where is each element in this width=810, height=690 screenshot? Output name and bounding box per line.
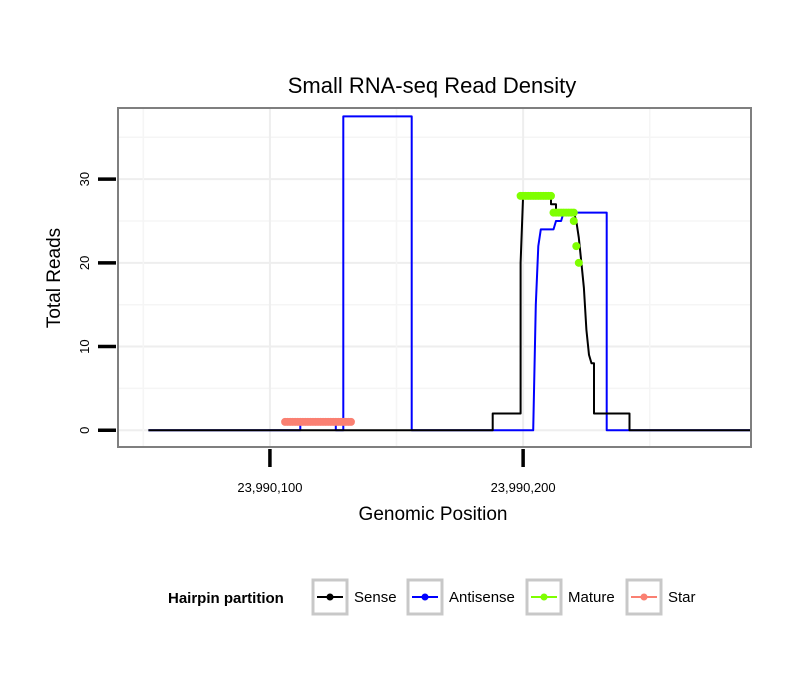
legend-label-mature: Mature	[568, 589, 615, 606]
legend-key-point	[326, 593, 334, 601]
y-tick-label: 30	[77, 172, 92, 186]
data-point-mature	[546, 191, 555, 200]
data-point-star	[346, 417, 355, 426]
data-point-mature	[572, 242, 581, 251]
legend-key-point	[640, 593, 648, 601]
chart-title: Small RNA-seq Read Density	[288, 73, 577, 98]
legend-label-sense: Sense	[354, 589, 397, 606]
plot-area	[118, 108, 751, 447]
y-tick-label: 20	[77, 256, 92, 270]
data-point-mature	[569, 208, 578, 217]
data-point-mature	[569, 217, 578, 225]
y-axis-title: Total Reads	[44, 228, 65, 328]
y-tick-label: 10	[77, 339, 92, 353]
plot-background	[118, 108, 751, 447]
legend-key-point	[421, 593, 429, 601]
x-axis-title: Genomic Position	[359, 504, 508, 525]
plot-border	[117, 107, 752, 448]
legend-label-antisense: Antisense	[449, 589, 515, 606]
legend-key-point	[540, 593, 548, 601]
series-layer	[148, 115, 750, 432]
y-axis: 0 10 20 30	[77, 172, 116, 434]
x-tick-label: 23,990,100	[237, 480, 302, 495]
data-point-mature	[574, 258, 583, 267]
legend-label-star: Star	[668, 589, 696, 606]
x-tick-label: 23,990,200	[491, 480, 556, 495]
legend: Hairpin partition Sense Antisense Mature St…	[168, 578, 696, 616]
x-axis: 23,990,100 23,990,200	[237, 449, 556, 495]
legend-title: Hairpin partition	[168, 590, 284, 607]
y-tick-label: 0	[77, 427, 92, 434]
